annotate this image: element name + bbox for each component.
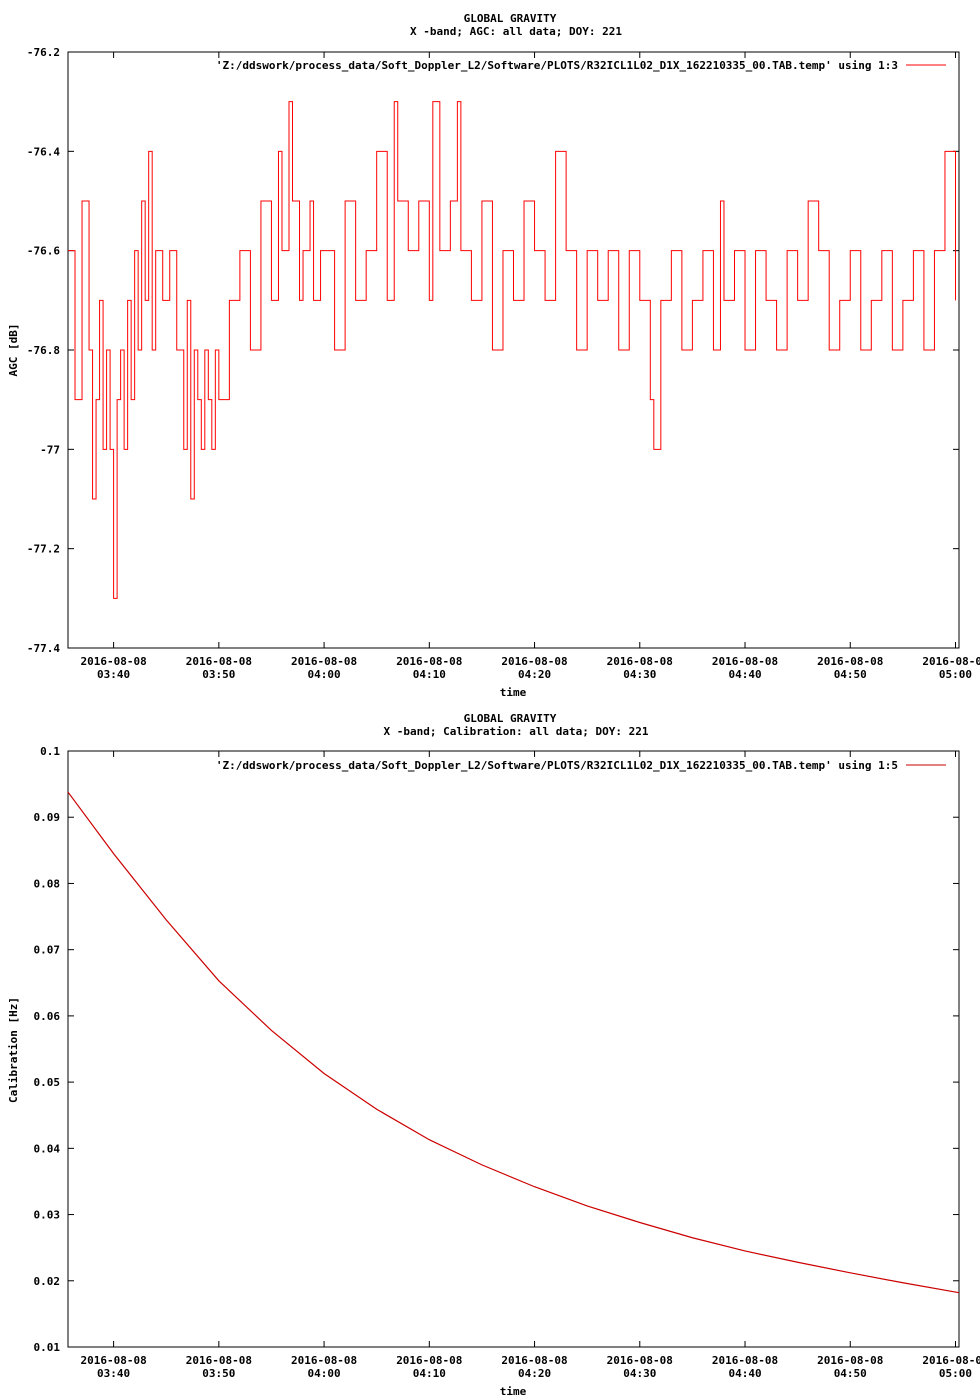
agc-x-tick-date: 2016-08-08 bbox=[501, 655, 567, 668]
agc-y-axis-label: AGC [dB] bbox=[7, 324, 20, 377]
calibration-x-tick-time: 04:40 bbox=[728, 1367, 761, 1380]
agc-x-tick-time: 03:40 bbox=[97, 668, 130, 681]
agc-x-tick-time: 04:40 bbox=[728, 668, 761, 681]
calibration-y-ticks: 0.1 0.09 0.08 0.07 0.06 0.05 0.04 0.03 0.02 0.01 bbox=[34, 745, 959, 1354]
agc-x-axis-label: time bbox=[500, 686, 527, 699]
calibration-x-tick-date: 2016-08-08 bbox=[817, 1354, 883, 1367]
calibration-legend: 'Z:/ddswork/process_data/Soft_Doppler_L2… bbox=[216, 759, 946, 772]
calibration-chart: GLOBAL GRAVITY X -band; Calibration: all… bbox=[7, 712, 980, 1398]
agc-y-ticks: -76.2 -76.4 -76.6 -76.8 -77 -77.2 -77.4 bbox=[27, 46, 959, 655]
calibration-y-tick-label: 0.02 bbox=[34, 1275, 61, 1288]
calibration-plot-frame bbox=[67, 750, 960, 1348]
agc-series-line bbox=[68, 101, 956, 599]
calibration-x-tick-date: 2016-08-08 bbox=[712, 1354, 778, 1367]
calibration-x-tick-time: 03:50 bbox=[202, 1367, 235, 1380]
agc-y-tick-label: -77.4 bbox=[27, 642, 60, 655]
calibration-y-tick-label: 0.06 bbox=[34, 1010, 61, 1023]
agc-x-tick-time: 05:00 bbox=[939, 668, 972, 681]
agc-legend-label: 'Z:/ddswork/process_data/Soft_Doppler_L2… bbox=[216, 59, 898, 72]
agc-y-tick-label: -76.6 bbox=[27, 245, 60, 258]
agc-x-tick-date: 2016-08-08 bbox=[396, 655, 462, 668]
agc-legend: 'Z:/ddswork/process_data/Soft_Doppler_L2… bbox=[216, 59, 946, 72]
calibration-x-tick-time: 04:50 bbox=[834, 1367, 867, 1380]
calibration-x-tick-date: 2016-08-08 bbox=[922, 1354, 980, 1367]
calibration-y-tick-label: 0.08 bbox=[34, 877, 61, 890]
agc-chart: GLOBAL GRAVITY X -band; AGC: all data; D… bbox=[7, 12, 980, 699]
agc-x-tick-date: 2016-08-08 bbox=[291, 655, 357, 668]
calibration-y-tick-label: 0.01 bbox=[34, 1341, 61, 1354]
agc-x-tick-date: 2016-08-08 bbox=[607, 655, 673, 668]
agc-x-tick-time: 04:00 bbox=[308, 668, 341, 681]
calibration-x-tick-time: 05:00 bbox=[939, 1367, 972, 1380]
calibration-x-tick-date: 2016-08-08 bbox=[186, 1354, 252, 1367]
agc-x-tick-time: 04:30 bbox=[623, 668, 656, 681]
calibration-x-tick-time: 03:40 bbox=[97, 1367, 130, 1380]
agc-x-tick-time: 04:10 bbox=[413, 668, 446, 681]
calibration-y-tick-label: 0.09 bbox=[34, 811, 61, 824]
calibration-x-ticks: 2016-08-0803:402016-08-0803:502016-08-08… bbox=[80, 751, 980, 1380]
calibration-y-tick-label: 0.07 bbox=[34, 944, 61, 957]
calibration-y-tick-label: 0.04 bbox=[34, 1142, 61, 1155]
agc-y-tick-label: -76.2 bbox=[27, 46, 60, 59]
calibration-x-tick-time: 04:00 bbox=[308, 1367, 341, 1380]
calibration-x-tick-date: 2016-08-08 bbox=[501, 1354, 567, 1367]
agc-x-ticks: 2016-08-0803:402016-08-0803:502016-08-08… bbox=[80, 52, 980, 681]
calibration-x-tick-time: 04:30 bbox=[623, 1367, 656, 1380]
agc-plot-frame bbox=[67, 51, 960, 649]
agc-x-tick-time: 03:50 bbox=[202, 668, 235, 681]
calibration-series-line bbox=[67, 791, 960, 1294]
calibration-x-tick-time: 04:20 bbox=[518, 1367, 551, 1380]
calibration-y-tick-label: 0.05 bbox=[34, 1076, 61, 1089]
agc-x-tick-time: 04:20 bbox=[518, 668, 551, 681]
agc-x-tick-date: 2016-08-08 bbox=[922, 655, 980, 668]
calibration-x-tick-date: 2016-08-08 bbox=[396, 1354, 462, 1367]
calibration-chart-title: GLOBAL GRAVITY bbox=[464, 712, 557, 725]
calibration-y-axis-label: Calibration [Hz] bbox=[7, 997, 20, 1103]
calibration-x-tick-date: 2016-08-08 bbox=[80, 1354, 146, 1367]
calibration-x-tick-date: 2016-08-08 bbox=[291, 1354, 357, 1367]
calibration-y-tick-label: 0.1 bbox=[40, 745, 60, 758]
agc-x-tick-date: 2016-08-08 bbox=[817, 655, 883, 668]
agc-x-tick-date: 2016-08-08 bbox=[186, 655, 252, 668]
agc-chart-title: GLOBAL GRAVITY bbox=[464, 12, 557, 25]
calibration-x-tick-date: 2016-08-08 bbox=[607, 1354, 673, 1367]
agc-y-tick-label: -76.8 bbox=[27, 344, 60, 357]
calibration-legend-label: 'Z:/ddswork/process_data/Soft_Doppler_L2… bbox=[216, 759, 898, 772]
agc-x-tick-date: 2016-08-08 bbox=[80, 655, 146, 668]
agc-chart-subtitle: X -band; AGC: all data; DOY: 221 bbox=[410, 25, 622, 38]
calibration-chart-subtitle: X -band; Calibration: all data; DOY: 221 bbox=[384, 725, 649, 738]
agc-y-tick-label: -77.2 bbox=[27, 543, 60, 556]
agc-x-tick-time: 04:50 bbox=[834, 668, 867, 681]
agc-y-tick-label: -76.4 bbox=[27, 145, 60, 158]
calibration-x-tick-time: 04:10 bbox=[413, 1367, 446, 1380]
agc-y-tick-label: -77 bbox=[40, 443, 60, 456]
calibration-x-axis-label: time bbox=[500, 1385, 527, 1398]
agc-x-tick-date: 2016-08-08 bbox=[712, 655, 778, 668]
calibration-y-tick-label: 0.03 bbox=[34, 1209, 61, 1222]
